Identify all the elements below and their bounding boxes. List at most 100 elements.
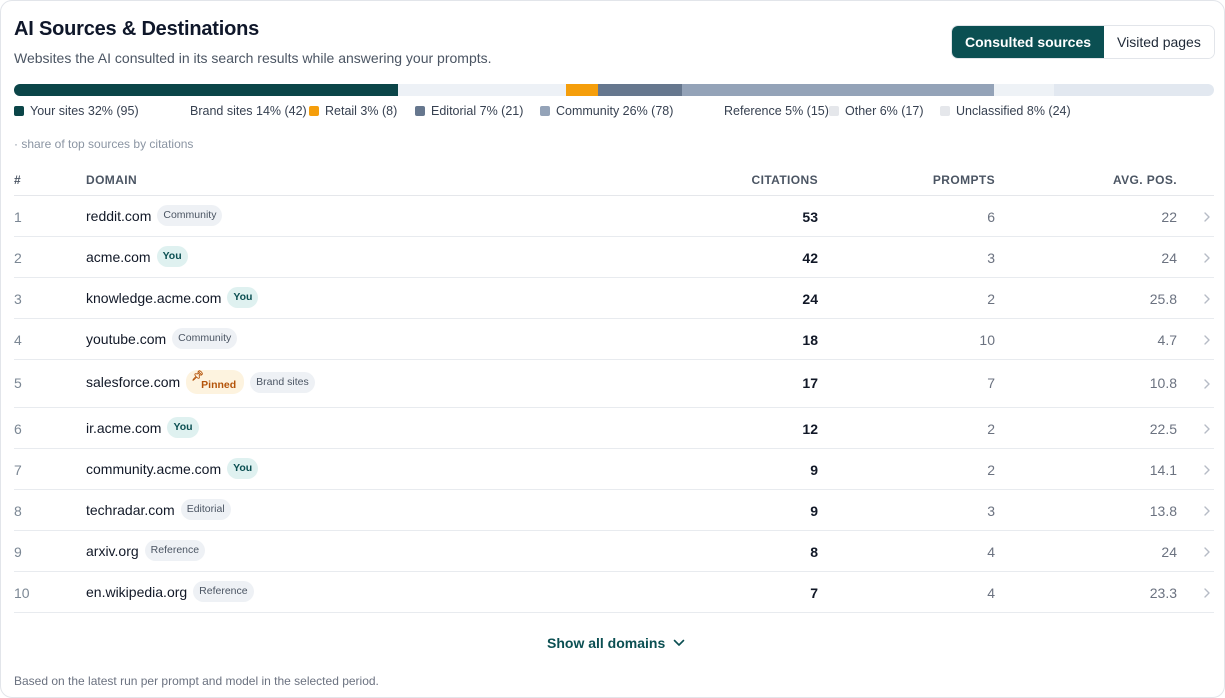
- citations-value: 24: [802, 291, 818, 307]
- category-badge: You: [156, 246, 188, 267]
- view-toggle: Consulted sources Visited pages: [951, 25, 1215, 59]
- column-header-avg-pos[interactable]: AVG. POS.: [1112, 173, 1177, 187]
- column-header-domain: DOMAIN: [86, 173, 138, 187]
- row-rank: 8: [14, 503, 22, 519]
- legend-swatch: [940, 106, 950, 116]
- domain-cell: community.acme.com You: [86, 458, 259, 479]
- legend-swatch: [540, 106, 550, 116]
- table-row[interactable]: 9 arxiv.org Reference 8 4 24: [14, 531, 1214, 572]
- domain-cell: reddit.com Community: [86, 205, 223, 226]
- domain-name: reddit.com: [86, 207, 152, 224]
- chevron-right-icon[interactable]: [1200, 504, 1214, 518]
- page-title: AI Sources & Destinations: [14, 18, 260, 40]
- chevron-right-icon[interactable]: [1200, 251, 1214, 265]
- visited-pages-tab[interactable]: Visited pages: [1104, 26, 1214, 58]
- legend-item: Your sites 32% (95): [14, 104, 139, 118]
- legend-label: Your sites 32% (95): [30, 104, 139, 118]
- domain-cell: ir.acme.com You: [86, 417, 199, 438]
- consulted-sources-tab[interactable]: Consulted sources: [952, 26, 1105, 58]
- chevron-right-icon[interactable]: [1200, 586, 1214, 600]
- category-badge: Reference: [144, 540, 206, 561]
- legend-item: Unclassified 8% (24): [940, 104, 1071, 118]
- chevron-right-icon[interactable]: [1200, 545, 1214, 559]
- avg-pos-value: 22.5: [1149, 421, 1177, 437]
- legend-swatch: [415, 106, 425, 116]
- legend-label: Other 6% (17): [845, 104, 924, 118]
- avg-pos-value: 14.1: [1149, 462, 1177, 478]
- avg-pos-value: 25.8: [1149, 291, 1177, 307]
- category-badge: Community: [172, 328, 238, 349]
- pinned-label: Pinned: [201, 379, 237, 391]
- share-bar-segment: [994, 84, 1055, 96]
- prompts-value: 7: [987, 375, 995, 391]
- table-row[interactable]: 8 techradar.com Editorial 9 3 13.8: [14, 490, 1214, 531]
- domain-name: ir.acme.com: [86, 419, 162, 436]
- chevron-right-icon[interactable]: [1200, 292, 1214, 306]
- citations-value: 18: [802, 332, 818, 348]
- chevron-right-icon[interactable]: [1200, 463, 1214, 477]
- domain-name: knowledge.acme.com: [86, 289, 222, 306]
- share-note: · share of top sources by citations: [14, 137, 194, 151]
- table-header: # DOMAIN CITATIONS PROMPTS AVG. POS.: [14, 165, 1214, 196]
- share-bar: [14, 84, 1214, 96]
- table-row[interactable]: 3 knowledge.acme.com You 24 2 25.8: [14, 278, 1214, 319]
- category-badge: Brand sites: [250, 371, 315, 393]
- legend-swatch: [708, 106, 718, 116]
- avg-pos-value: 22: [1161, 209, 1177, 225]
- column-header-prompts[interactable]: PROMPTS: [932, 173, 995, 187]
- domain-cell: knowledge.acme.com You: [86, 287, 259, 308]
- row-rank: 3: [14, 291, 22, 307]
- footer-note: Based on the latest run per prompt and m…: [14, 674, 379, 688]
- domain-cell: salesforce.com 📌︎ Pinned Brand sites: [86, 370, 315, 394]
- category-badge: You: [227, 287, 259, 308]
- prompts-value: 4: [987, 585, 995, 601]
- chevron-right-icon[interactable]: [1200, 210, 1214, 224]
- table-row[interactable]: 6 ir.acme.com You 12 2 22.5: [14, 408, 1214, 449]
- chevron-right-icon[interactable]: [1200, 422, 1214, 436]
- table-row[interactable]: 5 salesforce.com 📌︎ Pinned Brand sites 17 7 10.…: [14, 360, 1214, 408]
- row-rank: 9: [14, 544, 22, 560]
- legend-label: Brand sites 14% (42): [190, 104, 307, 118]
- prompts-value: 3: [987, 250, 995, 266]
- domain-name: arxiv.org: [86, 542, 139, 559]
- table-row[interactable]: 10 en.wikipedia.org Reference 7 4 23.3: [14, 572, 1214, 613]
- avg-pos-value: 4.7: [1157, 332, 1177, 348]
- category-badge: Editorial: [180, 499, 231, 520]
- prompts-value: 6: [987, 209, 995, 225]
- share-bar-segment: [682, 84, 995, 96]
- citations-value: 7: [810, 585, 818, 601]
- avg-pos-value: 10.8: [1149, 375, 1177, 391]
- legend-label: Community 26% (78): [556, 104, 674, 118]
- chevron-right-icon[interactable]: [1200, 377, 1214, 391]
- column-header-num: #: [14, 173, 22, 187]
- citations-value: 8: [810, 544, 818, 560]
- prompts-value: 2: [987, 421, 995, 437]
- category-badge: Reference: [193, 581, 254, 602]
- table-row[interactable]: 7 community.acme.com You 9 2 14.1: [14, 449, 1214, 490]
- table-row[interactable]: 1 reddit.com Community 53 6 22: [14, 196, 1214, 237]
- legend-item: Community 26% (78): [540, 104, 673, 118]
- legend-label: Unclassified 8% (24): [956, 104, 1071, 118]
- domain-cell: arxiv.org Reference: [86, 540, 206, 561]
- show-all-domains-button[interactable]: Show all domains: [547, 635, 685, 651]
- share-bar-segment: [398, 84, 566, 96]
- legend-label: Retail 3% (8): [325, 104, 398, 118]
- table-row[interactable]: 4 youtube.com Community 18 10 4.7: [14, 319, 1214, 360]
- column-header-citations[interactable]: CITATIONS: [751, 173, 818, 187]
- domain-cell: techradar.com Editorial: [86, 499, 231, 520]
- prompts-value: 2: [987, 291, 995, 307]
- domain-name: community.acme.com: [86, 460, 222, 477]
- citations-value: 9: [810, 503, 818, 519]
- domain-name: en.wikipedia.org: [86, 583, 188, 600]
- row-rank: 10: [14, 585, 30, 601]
- row-rank: 2: [14, 250, 22, 266]
- chevron-right-icon[interactable]: [1200, 333, 1214, 347]
- row-rank: 7: [14, 462, 22, 478]
- table-row[interactable]: 2 acme.com You 42 3 24: [14, 237, 1214, 278]
- row-rank: 5: [14, 375, 22, 391]
- show-all-label: Show all domains: [547, 635, 666, 651]
- share-bar-segment: [598, 84, 683, 96]
- chevron-down-icon: [673, 639, 685, 646]
- legend-swatch: [174, 106, 184, 116]
